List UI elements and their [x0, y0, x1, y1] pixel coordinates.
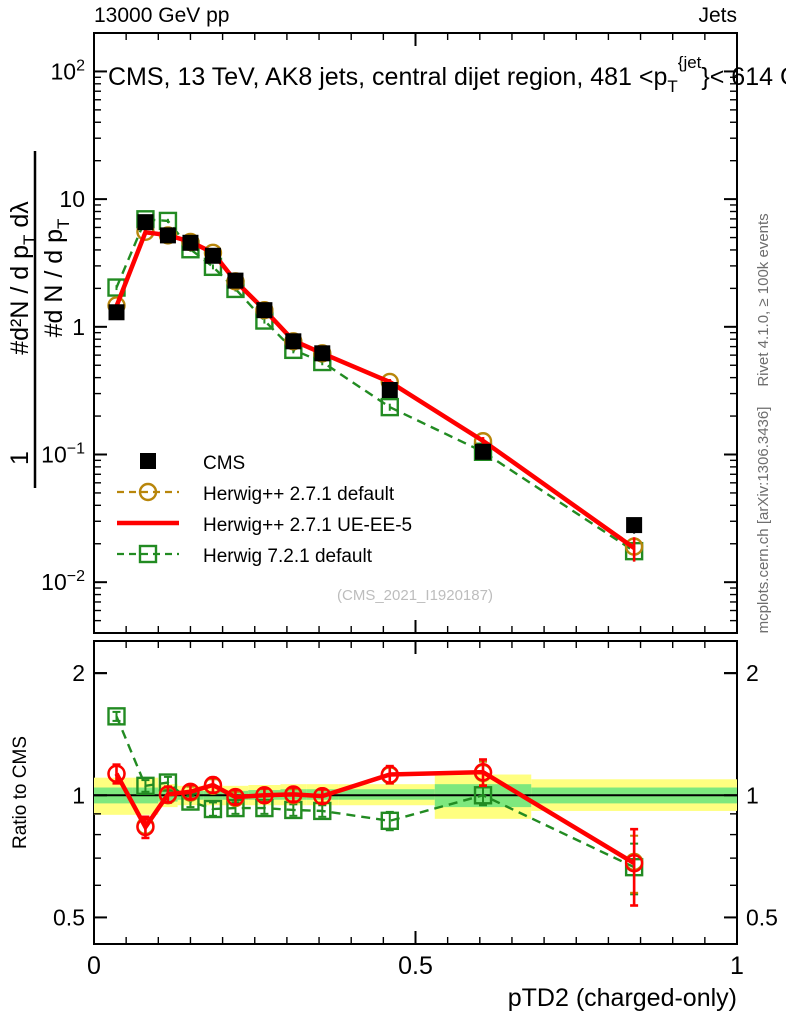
- data-marker-cms: [108, 304, 125, 321]
- ratio-line-herwig721: [115, 715, 635, 869]
- data-marker-circle: [138, 482, 158, 502]
- y-tick-label: 10−2: [41, 568, 85, 595]
- data-marker-circle: [624, 854, 644, 873]
- data-marker-circle: [313, 786, 332, 806]
- data-marker-square: [380, 397, 399, 417]
- data-marker-circle: [255, 786, 274, 805]
- x-axis-label: pTD2 (charged-only): [508, 984, 737, 1012]
- legend-label-0: CMS: [203, 453, 245, 474]
- data-marker-circle: [158, 785, 178, 804]
- ratio-y-tick-label-right: 2: [746, 660, 759, 686]
- data-marker-circle: [181, 782, 200, 801]
- data-marker-square: [107, 707, 126, 726]
- legend-label-1: Herwig++ 2.7.1 default: [203, 484, 395, 505]
- svg-text:1: 1: [6, 451, 34, 465]
- header-right-label: Jets: [698, 4, 737, 27]
- y-tick-label: 10: [59, 186, 85, 212]
- data-marker-circle: [473, 762, 493, 782]
- data-marker-cms: [140, 453, 156, 469]
- data-marker-square: [203, 799, 223, 819]
- data-marker-circle: [136, 817, 155, 837]
- data-marker-square: [473, 786, 493, 805]
- y-tick-label: 1: [72, 314, 85, 340]
- x-tick-label: 1: [730, 952, 744, 980]
- data-marker-cms: [227, 272, 244, 289]
- plot-title: CMS, 13 TeV, AK8 jets, central dijet reg…: [108, 53, 786, 96]
- x-tick-label: 0: [87, 952, 101, 980]
- data-marker-cms: [475, 443, 492, 460]
- ratio-y-tick-label-right: 0.5: [746, 904, 778, 930]
- series-line-herwig721: [115, 218, 635, 553]
- data-marker-cms: [159, 227, 176, 244]
- y-axis-label: #d²N / d pT dλ#d N / d pT 1: [6, 151, 73, 488]
- x-tick-label: 0.5: [398, 952, 433, 980]
- data-marker-circle: [284, 785, 303, 804]
- ratio-y-tick-label-right: 1: [746, 782, 759, 808]
- data-marker-cms: [204, 247, 221, 264]
- ratio-line-herwigpp-ueee5: [114, 769, 636, 866]
- watermark-label: (CMS_2021_I1920187): [337, 587, 493, 604]
- rivet-version-label: Rivet 4.1.0, ≥ 100k events: [755, 213, 772, 386]
- data-marker-circle: [226, 787, 245, 807]
- data-marker-circle: [203, 775, 223, 795]
- legend-label-2: Herwig++ 2.7.1 UE-EE-5: [203, 515, 412, 536]
- data-marker-cms: [256, 302, 273, 319]
- data-marker-square: [380, 811, 399, 831]
- header-left-label: 13000 GeV pp: [94, 4, 229, 27]
- data-marker-cms: [137, 214, 154, 231]
- data-marker-cms: [381, 381, 398, 398]
- y-tick-label: 10−1: [41, 441, 85, 468]
- svg-text:#d²N / d pT dλ: #d²N / d pT dλ: [6, 201, 39, 355]
- svg-text:#d N / d pT: #d N / d pT: [40, 219, 73, 338]
- data-marker-circle: [107, 764, 126, 783]
- data-marker-circle: [380, 765, 399, 784]
- data-marker-square: [136, 776, 155, 796]
- data-marker-cms: [285, 333, 302, 350]
- ratio-y-tick-label: 2: [72, 660, 85, 686]
- y-tick-label: 102: [51, 57, 86, 84]
- data-marker-cms: [626, 517, 643, 534]
- data-marker-square: [138, 544, 158, 564]
- ratio-y-tick-label: 1: [72, 782, 85, 808]
- ratio-y-tick-label: 0.5: [53, 904, 85, 930]
- data-marker-cms: [182, 234, 199, 251]
- data-marker-cms: [314, 345, 331, 362]
- legend-label-3: Herwig 7.2.1 default: [203, 546, 373, 567]
- mcplots-reference-label: mcplots.cern.ch [arXiv:1306.3436]: [755, 407, 772, 634]
- ratio-axis-label: Ratio to CMS: [10, 736, 31, 849]
